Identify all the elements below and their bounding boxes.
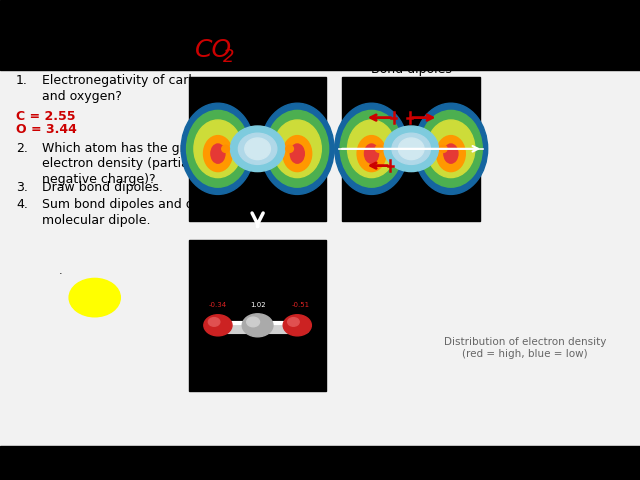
Ellipse shape bbox=[187, 110, 249, 187]
Text: ̇O = C = ̇O: ̇O = C = ̇O bbox=[362, 130, 464, 149]
Ellipse shape bbox=[444, 144, 458, 163]
Text: 2.: 2. bbox=[16, 142, 28, 155]
Circle shape bbox=[283, 315, 311, 336]
Text: Bond dipoles: Bond dipoles bbox=[371, 63, 452, 76]
Ellipse shape bbox=[384, 126, 438, 171]
Ellipse shape bbox=[181, 103, 255, 194]
Ellipse shape bbox=[283, 135, 312, 171]
Ellipse shape bbox=[222, 145, 230, 153]
Text: C = 2.55: C = 2.55 bbox=[16, 110, 76, 123]
Text: -0.51: -0.51 bbox=[292, 301, 310, 308]
Text: O = 3.44: O = 3.44 bbox=[16, 123, 77, 136]
Ellipse shape bbox=[194, 120, 242, 178]
Text: 1.: 1. bbox=[16, 74, 28, 87]
Text: negative charge)?: negative charge)? bbox=[42, 173, 156, 186]
Circle shape bbox=[208, 318, 220, 326]
Ellipse shape bbox=[392, 133, 431, 164]
Ellipse shape bbox=[260, 103, 334, 194]
Ellipse shape bbox=[440, 145, 447, 153]
Text: electron density (partial: electron density (partial bbox=[42, 157, 192, 170]
Ellipse shape bbox=[365, 144, 379, 163]
Text: Distribution of electron density
(red = high, blue = low): Distribution of electron density (red = … bbox=[444, 337, 606, 359]
Bar bbox=[0, 446, 640, 480]
Bar bbox=[0, 0, 640, 70]
Ellipse shape bbox=[340, 110, 403, 187]
Text: Electronegativity of carbon: Electronegativity of carbon bbox=[42, 74, 211, 87]
Text: 2: 2 bbox=[223, 48, 234, 66]
Ellipse shape bbox=[376, 145, 383, 153]
Bar bbox=[189, 240, 326, 391]
Ellipse shape bbox=[211, 144, 225, 163]
Ellipse shape bbox=[427, 120, 475, 178]
Text: 3.: 3. bbox=[16, 181, 28, 194]
Text: Carbon dioxide: Carbon dioxide bbox=[16, 37, 252, 65]
Bar bbox=[342, 77, 480, 221]
Circle shape bbox=[246, 317, 260, 327]
Text: 1.02: 1.02 bbox=[250, 302, 266, 309]
Text: 4.: 4. bbox=[16, 198, 28, 211]
Circle shape bbox=[69, 278, 120, 317]
Circle shape bbox=[204, 315, 232, 336]
Bar bbox=[0, 70, 640, 446]
Ellipse shape bbox=[290, 144, 305, 163]
Bar bbox=[189, 77, 326, 221]
Text: molecular dipole.: molecular dipole. bbox=[42, 214, 150, 227]
Ellipse shape bbox=[273, 120, 321, 178]
Ellipse shape bbox=[244, 138, 270, 159]
Text: Sum bond dipoles and draw: Sum bond dipoles and draw bbox=[42, 198, 216, 211]
Circle shape bbox=[288, 318, 300, 326]
Ellipse shape bbox=[238, 133, 276, 164]
Ellipse shape bbox=[414, 103, 488, 194]
Ellipse shape bbox=[204, 135, 232, 171]
Text: .: . bbox=[59, 266, 63, 276]
Text: CO: CO bbox=[195, 38, 232, 62]
Ellipse shape bbox=[266, 110, 329, 187]
Ellipse shape bbox=[398, 138, 424, 159]
Ellipse shape bbox=[335, 103, 408, 194]
Ellipse shape bbox=[348, 120, 396, 178]
Text: Which atom has the greater: Which atom has the greater bbox=[42, 142, 218, 155]
Text: Draw bond dipoles.: Draw bond dipoles. bbox=[42, 181, 163, 194]
Circle shape bbox=[242, 314, 273, 337]
Ellipse shape bbox=[420, 110, 483, 187]
Ellipse shape bbox=[357, 135, 386, 171]
Ellipse shape bbox=[230, 126, 285, 171]
Text: and oxygen?: and oxygen? bbox=[42, 90, 122, 103]
Ellipse shape bbox=[436, 135, 465, 171]
Text: -0.34: -0.34 bbox=[209, 301, 227, 308]
Ellipse shape bbox=[285, 145, 293, 153]
